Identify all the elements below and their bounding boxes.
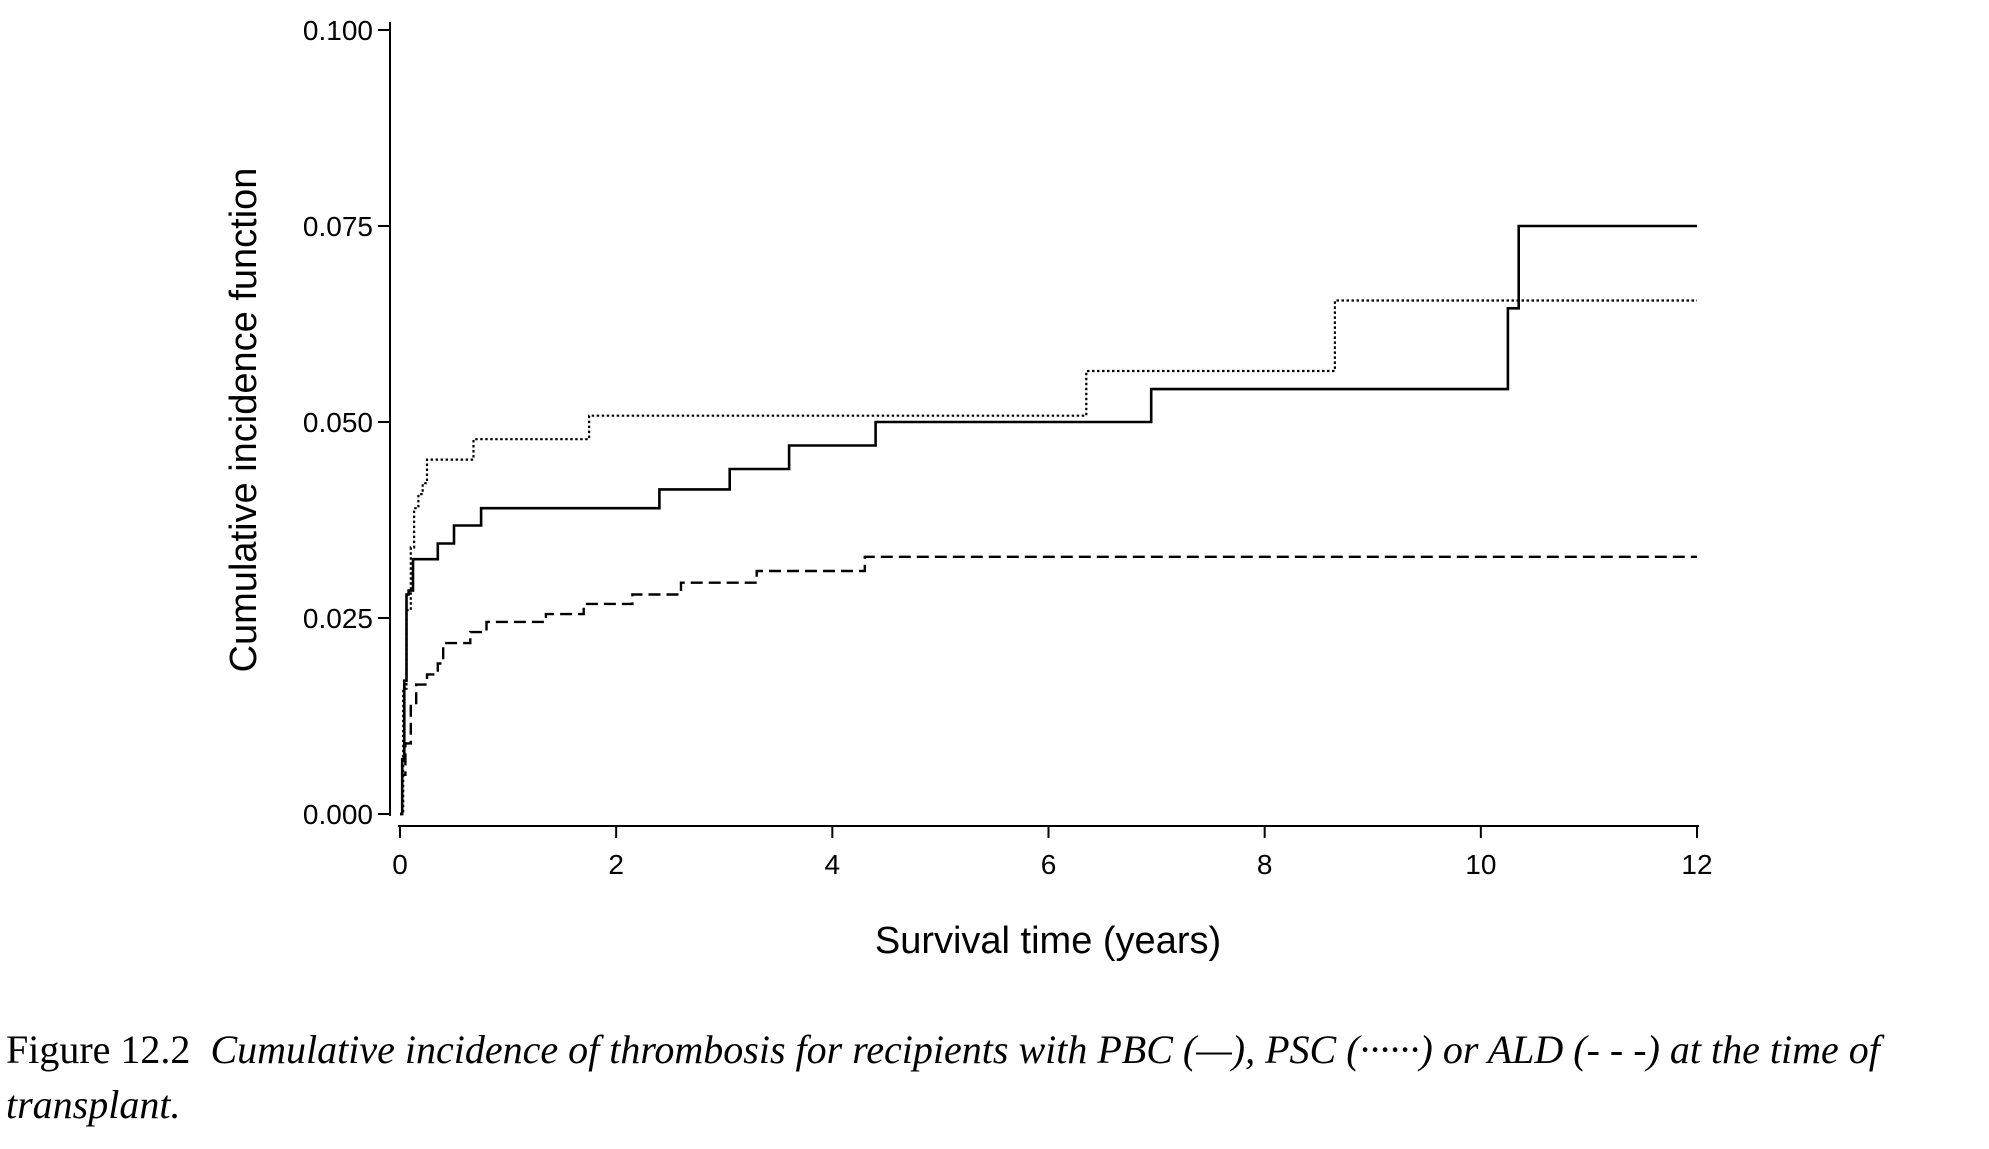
cumulative-incidence-chart: 0.000 0.025 0.050 0.075 0.100 0 2 4 6 8 10 12 Survi… [223,15,1713,962]
x-tick-label: 0 [392,849,408,880]
series-line-pbc [400,224,1697,816]
series-line-psc [400,299,1697,816]
x-tick-label: 2 [608,849,624,880]
y-tick-label: 0.100 [303,15,373,46]
chart-axes: 0.000 0.025 0.050 0.075 0.100 0 2 4 6 8 10 12 [303,15,1713,880]
figure-caption-text: Cumulative incidence of thrombosis for r… [6,1027,1880,1127]
figure-caption: Figure 12.2 Cumulative incidence of thro… [6,1022,1981,1132]
x-axis-title: Survival time (years) [875,920,1221,962]
x-tick-label: 6 [1041,849,1057,880]
y-tick-label: 0.075 [303,211,373,242]
series-line-ald [400,555,1697,816]
x-tick-label: 10 [1465,849,1496,880]
chart-series [400,224,1697,816]
y-tick-label: 0.050 [303,407,373,438]
x-tick-label: 12 [1681,849,1712,880]
x-tick-label: 8 [1257,849,1273,880]
y-tick-label: 0.025 [303,603,373,634]
y-axis-title: Cumulative incidence function [223,168,265,673]
y-tick-label: 0.000 [303,799,373,830]
figure-caption-label: Figure 12.2 [6,1027,191,1072]
x-tick-label: 4 [825,849,841,880]
